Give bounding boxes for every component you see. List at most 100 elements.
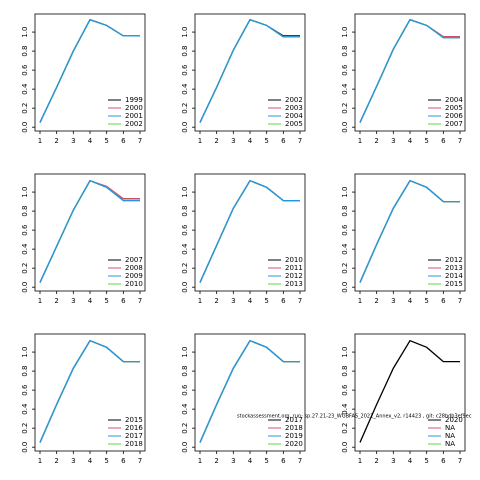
x-tick-label: 1	[38, 297, 42, 305]
legend-label: NA	[445, 424, 455, 432]
legend-label: 2020	[445, 416, 463, 424]
x-tick-label: 2	[214, 297, 218, 305]
legend-label: 2017	[285, 416, 303, 424]
y-tick-label: 0.6	[181, 384, 189, 396]
x-tick-label: 6	[441, 297, 446, 305]
x-tick-label: 5	[264, 137, 268, 145]
x-tick-label: 1	[198, 137, 202, 145]
y-tick-label: 1.0	[181, 27, 189, 38]
x-tick-label: 2	[54, 457, 58, 465]
series-line	[359, 339, 460, 443]
x-tick-label: 2	[214, 137, 218, 145]
y-tick-label: 0.0	[21, 442, 29, 453]
legend-label: 2001	[125, 112, 143, 120]
y-tick-label: 1.0	[21, 27, 29, 38]
x-tick-label: 6	[121, 457, 126, 465]
x-tick-label: 5	[104, 137, 108, 145]
y-tick-label: 0.8	[21, 46, 29, 57]
legend-label: 2010	[125, 280, 143, 288]
y-tick-label: 0.8	[21, 206, 29, 217]
x-tick-label: 5	[264, 297, 268, 305]
legend-label: 2018	[125, 440, 143, 448]
legend-label: 2000	[125, 104, 143, 112]
x-tick-label: 4	[88, 457, 93, 465]
x-tick-label: 5	[424, 457, 428, 465]
x-tick-label: 3	[391, 137, 395, 145]
x-tick-label: 7	[458, 297, 462, 305]
y-tick-label: 1.0	[21, 187, 29, 198]
y-tick-label: 0.0	[341, 442, 349, 453]
y-tick-label: 1.0	[341, 27, 349, 38]
x-tick-label: 6	[121, 137, 126, 145]
y-tick-label: 0.4	[341, 243, 349, 255]
x-tick-label: 1	[38, 457, 42, 465]
y-tick-label: 1.0	[181, 187, 189, 198]
y-tick-label: 0.4	[341, 83, 349, 95]
y-tick-label: 0.4	[21, 403, 29, 415]
x-tick-label: 7	[458, 137, 462, 145]
y-tick-label: 0.2	[181, 103, 189, 114]
x-tick-label: 3	[231, 457, 235, 465]
y-tick-label: 0.0	[341, 122, 349, 133]
series-line	[39, 179, 140, 283]
x-tick-label: 2	[374, 297, 378, 305]
y-tick-label: 0.8	[21, 366, 29, 377]
x-tick-label: 5	[424, 297, 428, 305]
legend-label: 2002	[125, 120, 143, 128]
x-tick-label: 5	[424, 137, 428, 145]
x-tick-label: 3	[71, 137, 75, 145]
x-tick-label: 2	[374, 457, 378, 465]
y-tick-label: 0.2	[341, 423, 349, 434]
y-tick-label: 0.0	[341, 282, 349, 293]
y-tick-label: 0.8	[181, 206, 189, 217]
x-tick-label: 1	[198, 457, 202, 465]
x-tick-label: 4	[408, 457, 413, 465]
x-tick-label: 2	[54, 137, 58, 145]
y-tick-label: 0.6	[21, 384, 29, 396]
x-tick-label: 6	[441, 457, 446, 465]
y-tick-label: 0.6	[341, 384, 349, 396]
y-tick-label: 0.4	[21, 83, 29, 95]
x-tick-label: 6	[281, 457, 286, 465]
series-line	[39, 339, 140, 443]
x-tick-label: 6	[281, 137, 286, 145]
x-tick-label: 7	[298, 297, 302, 305]
y-tick-label: 0.2	[21, 263, 29, 274]
legend-label: NA	[445, 432, 455, 440]
legend-label: 2014	[445, 272, 463, 280]
x-tick-label: 3	[391, 297, 395, 305]
legend-label: 2020	[285, 440, 303, 448]
y-tick-label: 0.2	[21, 103, 29, 114]
y-tick-label: 0.0	[181, 282, 189, 293]
legend-label: 2013	[445, 264, 463, 272]
y-tick-label: 0.8	[181, 46, 189, 57]
legend-label: 2017	[125, 432, 143, 440]
x-tick-label: 6	[281, 297, 286, 305]
y-tick-label: 0.0	[21, 122, 29, 133]
legend-label: 2003	[285, 104, 303, 112]
series-line	[39, 18, 140, 123]
x-tick-label: 1	[358, 297, 362, 305]
legend-label: 2011	[285, 264, 303, 272]
legend-label: 2004	[285, 112, 303, 120]
x-tick-label: 1	[38, 137, 42, 145]
x-tick-label: 7	[138, 457, 142, 465]
y-tick-label: 0.4	[181, 243, 189, 255]
legend-label: 2019	[285, 432, 303, 440]
x-tick-label: 1	[358, 457, 362, 465]
x-tick-label: 5	[104, 457, 108, 465]
y-tick-label: 0.0	[181, 122, 189, 133]
legend-label: 2007	[445, 120, 463, 128]
series-line	[359, 18, 460, 123]
legend-label: 2002	[285, 96, 303, 104]
y-tick-label: 0.2	[341, 263, 349, 274]
y-tick-label: 0.2	[181, 423, 189, 434]
y-tick-label: 0.4	[181, 83, 189, 95]
x-tick-label: 4	[248, 297, 253, 305]
x-tick-label: 4	[408, 137, 413, 145]
y-tick-label: 0.6	[181, 224, 189, 236]
y-tick-label: 0.4	[21, 243, 29, 255]
legend-label: 2008	[125, 264, 143, 272]
x-tick-label: 3	[231, 137, 235, 145]
